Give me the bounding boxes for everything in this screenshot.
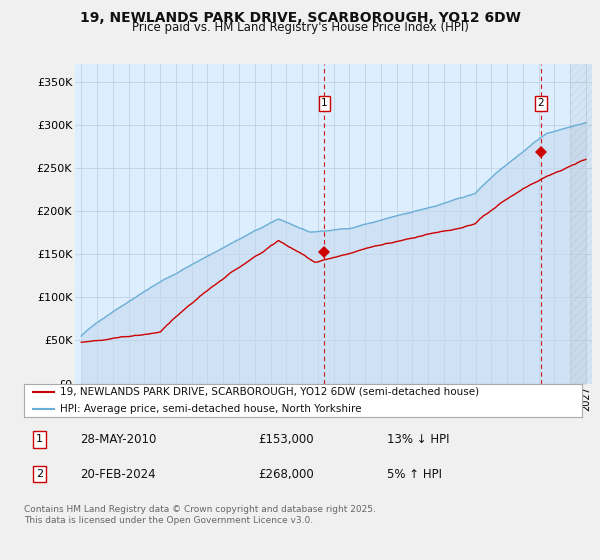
Text: 1: 1	[36, 435, 43, 445]
Text: £268,000: £268,000	[259, 468, 314, 480]
Text: 5% ↑ HPI: 5% ↑ HPI	[387, 468, 442, 480]
Text: 20-FEB-2024: 20-FEB-2024	[80, 468, 155, 480]
Text: 19, NEWLANDS PARK DRIVE, SCARBOROUGH, YO12 6DW: 19, NEWLANDS PARK DRIVE, SCARBOROUGH, YO…	[80, 11, 520, 25]
Text: 13% ↓ HPI: 13% ↓ HPI	[387, 433, 449, 446]
Text: Contains HM Land Registry data © Crown copyright and database right 2025.
This d: Contains HM Land Registry data © Crown c…	[24, 505, 376, 525]
Text: 2: 2	[538, 98, 544, 108]
Text: 19, NEWLANDS PARK DRIVE, SCARBOROUGH, YO12 6DW (semi-detached house): 19, NEWLANDS PARK DRIVE, SCARBOROUGH, YO…	[60, 387, 479, 397]
Text: 28-MAY-2010: 28-MAY-2010	[80, 433, 156, 446]
Text: £153,000: £153,000	[259, 433, 314, 446]
Text: 1: 1	[321, 98, 328, 108]
Text: 2: 2	[36, 469, 43, 479]
Text: HPI: Average price, semi-detached house, North Yorkshire: HPI: Average price, semi-detached house,…	[60, 404, 362, 414]
Text: Price paid vs. HM Land Registry's House Price Index (HPI): Price paid vs. HM Land Registry's House …	[131, 21, 469, 34]
